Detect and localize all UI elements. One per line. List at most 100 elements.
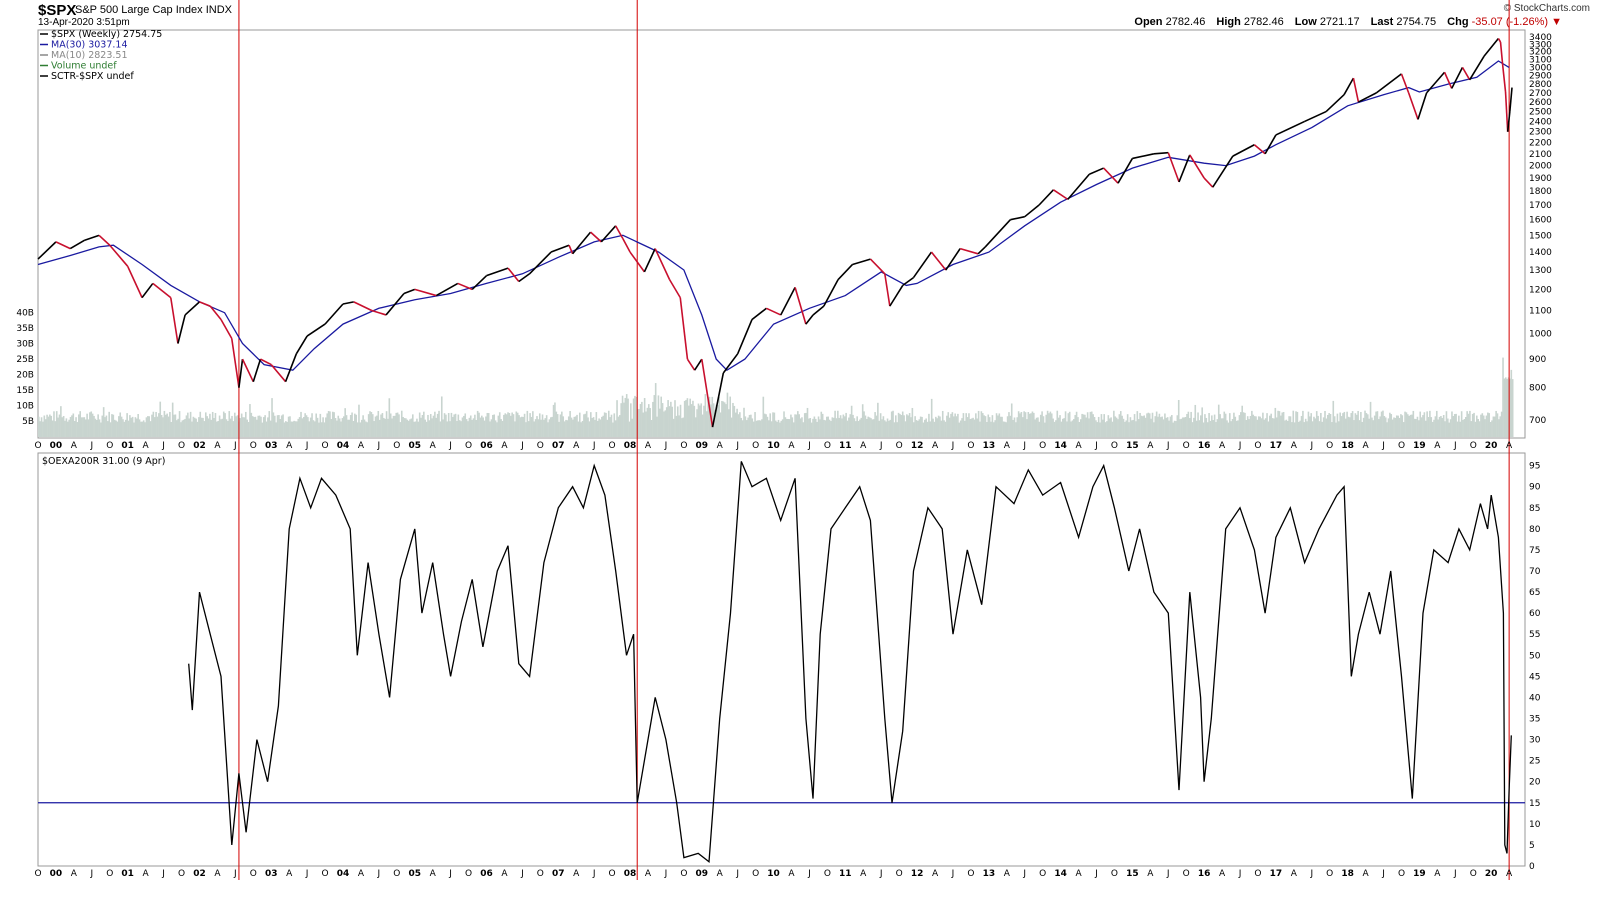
volume-bar (737, 414, 740, 437)
index-name-text: S&P 500 Large Cap Index (75, 4, 203, 16)
volume-bar (613, 413, 616, 437)
volume-bar (1369, 401, 1372, 437)
volume-bar (315, 413, 317, 437)
x-tick-label: O (178, 869, 185, 879)
volume-bar (657, 395, 660, 437)
volume-bar (1420, 417, 1423, 437)
volume-bar (508, 413, 511, 437)
volume-bar (692, 400, 694, 437)
volume-bar (90, 411, 93, 437)
price-segment (550, 244, 570, 253)
volume-bar (700, 403, 703, 437)
volume-bar (1245, 420, 1248, 437)
x-tick-label: O (609, 441, 616, 451)
volume-bar (730, 417, 733, 437)
volume-bar (574, 416, 577, 437)
volume-bar (1423, 412, 1426, 437)
price-segment (902, 276, 914, 287)
volume-bar (1380, 411, 1383, 437)
price-segment (1038, 189, 1055, 206)
volume-bar (872, 419, 875, 437)
volume-bar (258, 415, 261, 437)
x-tick-label: J (879, 869, 883, 879)
volume-bar (294, 421, 297, 437)
x-tick-label: A (358, 869, 365, 879)
price-segment (812, 305, 825, 316)
volume-bar (630, 403, 632, 437)
volume-bar (1259, 416, 1261, 437)
volume-bar (814, 418, 817, 437)
volume-bar (1193, 417, 1195, 437)
volume-bar (685, 399, 687, 437)
volume-bar (1238, 415, 1241, 437)
volume-bar (1444, 421, 1446, 437)
volume-bar (751, 418, 754, 437)
price-segment (1468, 55, 1485, 81)
volume-bar (584, 413, 587, 437)
volume-bar (795, 414, 798, 437)
volume-bar (1435, 410, 1438, 437)
x-tick-label: O (609, 869, 616, 879)
volume-bar (476, 410, 479, 437)
volume-bar (1360, 412, 1362, 437)
volume-bar (1049, 411, 1052, 437)
volume-bar (1349, 417, 1351, 437)
volume-bar (276, 415, 279, 437)
volume-bar (994, 420, 996, 437)
volume-bar (1066, 421, 1068, 437)
x-tick-label: A (358, 441, 365, 451)
x-tick-label: 13 (983, 869, 996, 879)
volume-bar (986, 421, 988, 437)
volume-bar (525, 422, 527, 437)
volume-bar (396, 412, 399, 437)
volume-bar (1165, 417, 1168, 437)
volume-tick-label: 35B (16, 324, 34, 334)
price-segment (471, 275, 488, 290)
volume-bar (1100, 414, 1103, 437)
volume-bar (400, 410, 403, 437)
volume-bar (1176, 415, 1179, 437)
volume-bar (903, 415, 905, 437)
price-segment (686, 358, 696, 371)
volume-bar (534, 419, 537, 437)
price-segment (930, 251, 947, 271)
volume-bar (941, 410, 944, 437)
volume-bar (1257, 416, 1260, 437)
volume-bar (187, 412, 189, 437)
volume-bar (39, 421, 41, 437)
down-arrow-icon: ▼ (1551, 16, 1562, 28)
volume-bar (1401, 415, 1404, 437)
volume-bar (1206, 422, 1209, 437)
volume-bar (409, 419, 411, 437)
volume-bar (405, 418, 407, 437)
x-tick-label: A (286, 441, 293, 451)
volume-bar (1073, 419, 1075, 437)
x-tick-label: A (1506, 441, 1513, 451)
volume-bar (1280, 415, 1282, 437)
volume-bar (543, 419, 545, 437)
volume-bar (334, 417, 337, 437)
x-tick-label: J (305, 869, 309, 879)
volume-bar (583, 414, 585, 437)
breadth-tick-label: 55 (1529, 630, 1540, 640)
volume-bar (962, 413, 965, 437)
volume-bar (533, 421, 536, 437)
volume-bar (681, 418, 683, 437)
volume-bar (923, 419, 926, 437)
volume-bar (434, 411, 436, 437)
volume-bar (1395, 415, 1398, 437)
volume-bar (1488, 413, 1491, 437)
x-tick-label: O (967, 441, 974, 451)
volume-bar (1075, 411, 1078, 437)
volume-bar (1130, 420, 1133, 437)
volume-bar (87, 419, 90, 437)
volume-bar (783, 411, 785, 437)
volume-bar (227, 421, 229, 437)
volume-bar (1209, 420, 1212, 437)
volume-bar (1409, 414, 1412, 437)
x-tick-label: J (377, 441, 381, 451)
x-tick-label: A (1147, 869, 1154, 879)
volume-bar (977, 410, 980, 437)
price-tick-label: 2300 (1529, 128, 1552, 138)
volume-bar (820, 411, 823, 437)
